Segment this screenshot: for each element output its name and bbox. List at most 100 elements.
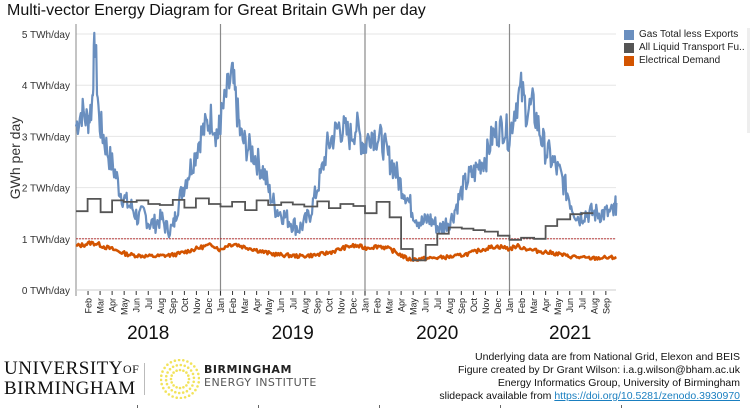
sunburst-dot (179, 363, 183, 367)
month-tick-label: Mar (385, 298, 395, 314)
y-tick-label: 5 TWh/day (22, 30, 70, 41)
sunburst-dot (170, 381, 173, 384)
bottom-tick (137, 405, 138, 408)
bottom-tick (379, 405, 380, 408)
sunburst-dot (187, 394, 191, 397)
sunburst-dot (168, 367, 172, 371)
sunburst-dot (189, 369, 193, 372)
sunburst-dot (167, 393, 171, 396)
uob-logo-line1: UNIVERSITY (4, 358, 123, 379)
credits: Underlying data are from National Grid, … (439, 351, 740, 403)
sunburst-dot (191, 384, 194, 387)
uob-logo-line2: BIRMINGHAM (4, 378, 136, 399)
series-line-liquid-transport (76, 197, 594, 262)
month-tick-label: May (264, 298, 274, 316)
month-tick-label: Aug (589, 298, 599, 314)
y-axis-ticks: 0 TWh/day 1 TWh/day 2 TWh/day 3 TWh/day 4 TW… (22, 30, 70, 297)
sunburst-dot (166, 371, 169, 374)
y-tick-label: 2 TWh/day (22, 184, 70, 195)
sunburst-dot (192, 380, 195, 384)
legend-swatch-liquid-transport (624, 42, 634, 53)
sunburst-dot (160, 382, 163, 386)
month-tick-label: Jul (433, 298, 443, 310)
energy-chart: 0 TWh/day 1 TWh/day 2 TWh/day 3 TWh/day 4 TW… (7, 24, 618, 344)
sunburst-dot (196, 385, 199, 388)
sunburst-dot (162, 386, 165, 390)
sunburst-dot (197, 381, 200, 384)
slidepack-link[interactable]: https://doi.org/10.5281/zenodo.3930970 (554, 390, 740, 402)
sunburst-dot (182, 359, 185, 362)
sunburst-dot (185, 389, 189, 393)
sunburst-dot (175, 364, 179, 367)
month-tick-label: Nov (192, 298, 202, 315)
sunburst-dot (163, 366, 166, 370)
year-label: 2019 (272, 323, 314, 344)
month-tick-label: Oct (324, 298, 334, 313)
month-tick-label: Apr (252, 298, 262, 312)
legend-item-gas[interactable]: Gas Total less Exports (624, 28, 745, 41)
sunburst-dot (197, 376, 200, 380)
credits-data-source: Underlying data are from National Grid, … (475, 351, 740, 363)
month-tick-label: Jan (361, 298, 371, 313)
birmingham-energy-institute-logo: BIRMINGHAM ENERGY INSTITUTE (204, 363, 317, 389)
month-tick-label: Nov (481, 298, 491, 315)
legend-swatch-electrical (624, 55, 634, 66)
month-tick-label: Jun (421, 298, 431, 313)
legend-swatch-gas (624, 29, 634, 40)
month-tick-label: Mar (96, 298, 106, 314)
sunburst-dot (167, 386, 171, 389)
sunburst-dot (175, 396, 178, 399)
legend-scrollbar[interactable] (747, 28, 750, 133)
sunburst-dot (170, 389, 174, 392)
month-tick-label: Oct (180, 298, 190, 313)
sunburst-dot (193, 365, 196, 368)
legend-item-electrical[interactable]: Electrical Demand (624, 54, 745, 67)
sunburst-dot (182, 369, 185, 372)
sunburst-dot (175, 369, 178, 372)
year-label: 2021 (549, 323, 591, 344)
series-line-electrical (75, 240, 617, 262)
sunburst-dot (186, 366, 190, 369)
month-tick-label: Jun (565, 298, 575, 313)
sunburst-dot (177, 391, 181, 395)
sunburst-dot (183, 364, 186, 368)
series-line-gas (74, 31, 618, 239)
month-tick-label: Aug (445, 298, 455, 314)
sunburst-dot (172, 384, 175, 387)
sunburst-dot (177, 359, 181, 362)
month-tick-label: Jul (577, 298, 587, 310)
sunburst-dot (187, 377, 191, 381)
y-tick-label: 4 TWh/day (22, 81, 70, 92)
x-axis: Feb Mar Apr May Jun Jul Aug Sep Oct Nov Dec Jan Feb M… (84, 291, 611, 344)
month-tick-label: Sep (601, 298, 611, 314)
sunburst-dot (192, 376, 196, 380)
month-tick-label: Jul (288, 298, 298, 310)
sunburst-dot (170, 374, 173, 377)
university-of-birmingham-logo: UNIVERSITYOF BIRMINGHAM (4, 359, 139, 399)
month-tick-label: Jun (132, 298, 142, 313)
sunburst-dot (185, 371, 188, 374)
sunburst-dot (175, 386, 178, 389)
month-tick-label: May (120, 298, 130, 316)
sunburst-dot (191, 392, 194, 395)
bottom-tick (500, 405, 501, 408)
sunburst-dot (165, 374, 168, 378)
sunburst-dot (173, 359, 177, 362)
sunburst-dot (186, 360, 189, 363)
chart-title: Multi-vector Energy Diagram for Great Br… (7, 2, 426, 19)
sunburst-dot (179, 396, 183, 399)
logo-separator (144, 363, 145, 395)
month-tick-label: Dec (204, 298, 214, 315)
legend-item-liquid-transport[interactable]: All Liquid Transport Fu.. (624, 41, 745, 54)
month-tick-label: Apr (397, 298, 407, 312)
bottom-tick (621, 405, 622, 408)
bei-logo-line1: BIRMINGHAM (204, 363, 292, 376)
sunburst-dot (194, 388, 197, 392)
sunburst-dot (178, 368, 182, 372)
legend-label-electrical: Electrical Demand (639, 55, 721, 66)
sunburst-dot (195, 368, 198, 372)
month-tick-label: Mar (240, 298, 250, 314)
sunburst-dot (174, 390, 177, 394)
legend-label-gas: Gas Total less Exports (639, 29, 739, 40)
legend-label-liquid-transport: All Liquid Transport Fu.. (639, 42, 745, 53)
